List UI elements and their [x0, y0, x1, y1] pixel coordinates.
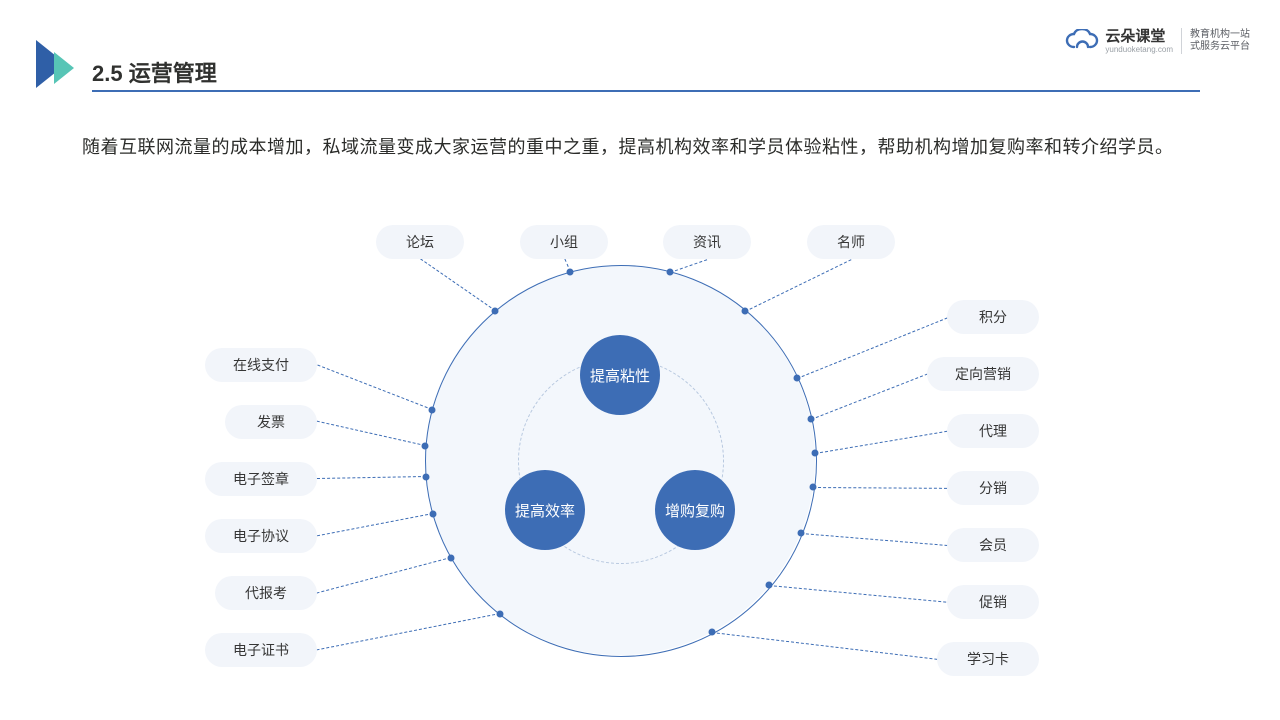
connector [769, 585, 947, 603]
connector [711, 632, 937, 660]
connector [745, 259, 851, 312]
connector [317, 557, 451, 593]
connector [317, 513, 433, 536]
connector [813, 487, 947, 489]
feature-pill: 代报考 [215, 576, 317, 610]
connector [317, 613, 500, 650]
feature-pill: 学习卡 [937, 642, 1039, 676]
feature-pill: 会员 [947, 528, 1039, 562]
logo-separator [1181, 28, 1182, 54]
connector [801, 533, 947, 546]
slide: 2.5 运营管理 云朵课堂 yunduoketang.com 教育机构一站 式服… [0, 0, 1280, 720]
feature-pill: 定向营销 [927, 357, 1039, 391]
feature-pill: 小组 [520, 225, 608, 259]
feature-pill: 名师 [807, 225, 895, 259]
brand-logo: 云朵课堂 yunduoketang.com 教育机构一站 式服务云平台 [1065, 28, 1250, 54]
hub-repeat: 增购复购 [655, 470, 735, 550]
connector [317, 421, 426, 446]
connector [420, 258, 495, 310]
feature-pill: 论坛 [376, 225, 464, 259]
feature-pill: 积分 [947, 300, 1039, 334]
connector [670, 259, 707, 273]
cloud-icon [1065, 29, 1099, 53]
brand-tagline: 教育机构一站 式服务云平台 [1190, 29, 1250, 54]
feature-pill: 分销 [947, 471, 1039, 505]
feature-pill: 电子签章 [205, 462, 317, 496]
header-play-icon [36, 40, 78, 90]
intro-paragraph: 随着互联网流量的成本增加，私域流量变成大家运营的重中之重，提高机构效率和学员体验… [82, 130, 1210, 164]
hub-sticky: 提高粘性 [580, 335, 660, 415]
feature-pill: 代理 [947, 414, 1039, 448]
brand-name: 云朵课堂 [1105, 29, 1173, 44]
feature-pill: 在线支付 [205, 348, 317, 382]
feature-pill: 发票 [225, 405, 317, 439]
feature-pill: 资讯 [663, 225, 751, 259]
brand-domain: yunduoketang.com [1105, 46, 1173, 54]
connector [317, 364, 432, 409]
connector [317, 476, 426, 479]
feature-pill: 电子证书 [205, 633, 317, 667]
connector [797, 317, 948, 379]
connector [815, 431, 947, 454]
hub-eff: 提高效率 [505, 470, 585, 550]
feature-pill: 电子协议 [205, 519, 317, 553]
title-underline [92, 90, 1200, 92]
radial-diagram: 论坛 小组 资讯 名师在线支付发票电子签章电子协议代报考电子证书 积分定向营销代理分销会… [0, 190, 1280, 710]
connector [811, 374, 928, 420]
feature-pill: 促销 [947, 585, 1039, 619]
section-title: 2.5 运营管理 [92, 56, 217, 88]
